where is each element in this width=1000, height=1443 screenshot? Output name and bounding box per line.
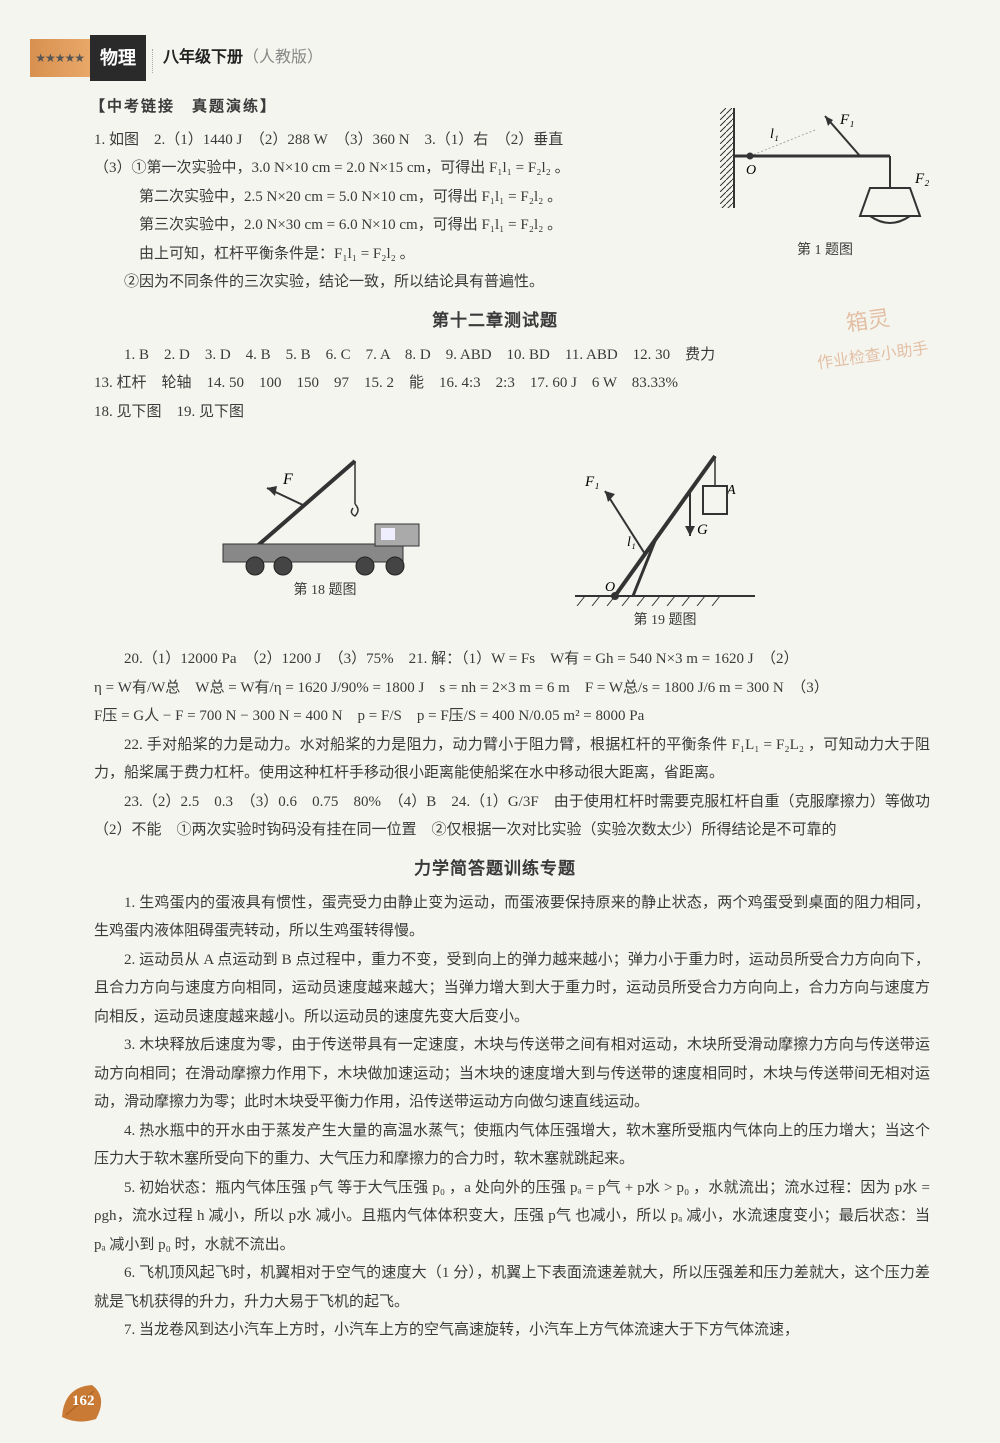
label-F2: F₂ <box>914 171 929 187</box>
figure-18-svg: F <box>205 436 445 576</box>
figure-1-caption: 第 1 题图 <box>720 238 930 265</box>
figure-19-caption: 第 19 题图 <box>545 608 785 635</box>
s3-q4: 4. 热水瓶中的开水由于蒸发产生大量的高温水蒸气；使瓶内气体压强增大，软木塞所受… <box>94 1117 930 1174</box>
s2-row3: 18. 见下图 19. 见下图 <box>94 398 930 427</box>
s1-line-1: 1. 如图 2.（1）1440 J （2）288 W （3）360 N 3.（1… <box>94 126 710 155</box>
stars-icon: ★★★★★ <box>35 47 84 70</box>
s2-row1: 1. B 2. D 3. D 4. B 5. B 6. C 7. A 8. D … <box>94 341 930 370</box>
s2-line23: 23.（2）2.5 0.3 （3）0.6 0.75 80% （4）B 24.（1… <box>94 788 930 845</box>
s1-line-3: 第二次实验中，2.5 N×20 cm = 5.0 N×10 cm，可得出 F₁l… <box>94 183 710 212</box>
section3-title: 力学简答题训练专题 <box>60 853 930 885</box>
section3-body: 1. 生鸡蛋内的蛋液具有惯性，蛋壳受力由静止变为运动，而蛋液要保持原来的静止状态… <box>94 889 930 1345</box>
label-F1-19: F₁ <box>584 474 599 490</box>
s3-q5: 5. 初始状态：瓶内气体压强 p气 等于大气压强 p₀ ，a 处向外的压强 pₐ… <box>94 1174 930 1260</box>
figure-1: O F₁ l₁ F₂ 第 1 题图 <box>720 108 930 265</box>
section2-title: 第十二章测试题 <box>60 305 930 337</box>
s2-line20b: η = W有/W总 W总 = W有/η = 1620 J/90% = 1800 … <box>94 674 930 703</box>
figure-18-caption: 第 18 题图 <box>205 578 445 605</box>
label-l1: l₁ <box>770 127 779 142</box>
figure-18: F 第 18 题图 <box>205 436 445 635</box>
label-F1: F₁ <box>839 112 854 128</box>
s3-q1: 1. 生鸡蛋内的蛋液具有惯性，蛋壳受力由静止变为运动，而蛋液要保持原来的静止状态… <box>94 889 930 946</box>
figure-19-svg: O A G F₁ l₁ <box>545 436 785 606</box>
s2-calc: 20.（1）12000 Pa （2）1200 J （3）75% 21. 解：（1… <box>94 645 930 845</box>
grade-badge: ★★★★★ <box>30 39 90 77</box>
figure-19: O A G F₁ l₁ 第 19 题图 <box>545 436 785 635</box>
subject-label: 物理 <box>90 35 146 81</box>
label-G: G <box>697 522 708 538</box>
label-O: O <box>746 163 756 178</box>
s3-q6: 6. 飞机顶风起飞时，机翼相对于空气的速度大（1 分），机翼上下表面流速差就大，… <box>94 1259 930 1316</box>
divider <box>152 49 153 73</box>
s1-line-4: 第三次实验中，2.0 N×30 cm = 6.0 N×10 cm，可得出 F₁l… <box>94 211 710 240</box>
s2-line22: 22. 手对船桨的力是动力。水对船桨的力是阻力，动力臂小于阻力臂，根据杠杆的平衡… <box>94 731 930 788</box>
s3-q3: 3. 木块释放后速度为零，由于传送带具有一定速度，木块与传送带之间有相对运动，木… <box>94 1031 930 1117</box>
label-F: F <box>282 471 293 488</box>
figure-1-svg: O F₁ l₁ F₂ <box>720 108 930 238</box>
s3-q2: 2. 运动员从 A 点运动到 B 点过程中，重力不变，受到向上的弹力越来越小；弹… <box>94 946 930 1032</box>
s2-row2: 13. 杠杆 轮轴 14. 50 100 150 97 15. 2 能 16. … <box>94 369 930 398</box>
s1-line-6: ②因为不同条件的三次实验，结论一致，所以结论具有普遍性。 <box>94 268 710 297</box>
label-O19: O <box>605 580 615 595</box>
label-l1-19: l₁ <box>627 535 636 550</box>
s2-line20c: F压 = G人 − F = 700 N − 300 N = 400 N p = … <box>94 702 930 731</box>
s2-line20: 20.（1）12000 Pa （2）1200 J （3）75% 21. 解：（1… <box>94 645 930 674</box>
page-header: ★★★★★ 物理 八年级下册（人教版） <box>30 35 930 81</box>
s3-q7: 7. 当龙卷风到达小汽车上方时，小汽车上方的空气高速旋转，小汽车上方气体流速大于… <box>94 1316 930 1345</box>
page-number: 162 <box>72 1387 95 1416</box>
s1-line-5: 由上可知，杠杆平衡条件是：F₁l₁ = F₂l₂ 。 <box>94 240 710 269</box>
s1-line-2: （3）①第一次实验中，3.0 N×10 cm = 2.0 N×15 cm，可得出… <box>94 154 710 183</box>
figure-row: F 第 18 题图 <box>60 436 930 635</box>
book-title: 八年级下册（人教版） <box>163 43 323 73</box>
